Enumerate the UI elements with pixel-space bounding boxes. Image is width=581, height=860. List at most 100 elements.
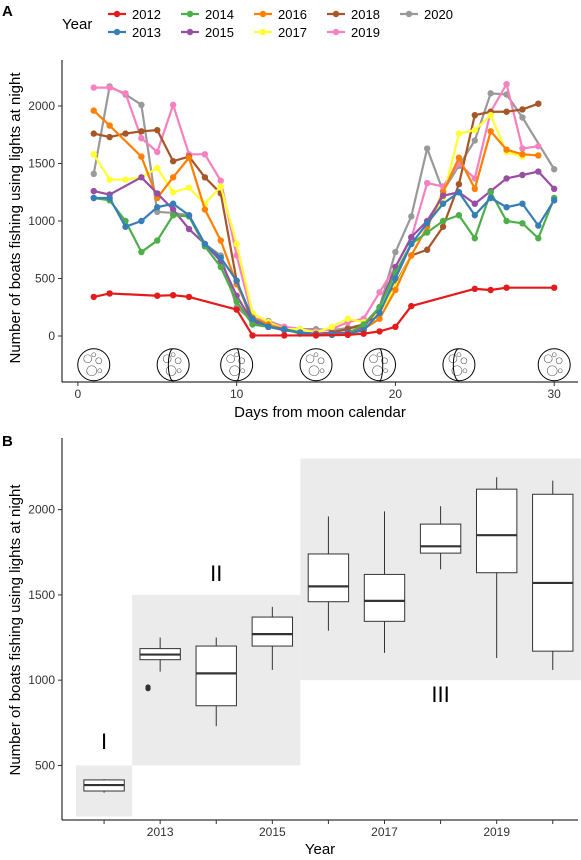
box-2018 [419, 506, 462, 570]
data-point-2013 [122, 223, 129, 230]
data-point-2012 [154, 292, 161, 299]
data-point-2020 [487, 90, 494, 97]
data-point-2013 [519, 200, 526, 207]
moon-disc [299, 348, 333, 382]
data-point-2017 [217, 183, 224, 190]
legend-label: 2016 [278, 7, 307, 22]
data-point-2013 [169, 200, 177, 207]
data-point-2020 [138, 101, 145, 109]
series-line-2019 [93, 83, 539, 333]
moon-crater [451, 365, 463, 377]
data-point-2014 [535, 235, 542, 242]
data-point-2019 [217, 177, 224, 184]
panel-b-x-tick-label: 2013 [147, 825, 174, 839]
data-point-2020 [471, 137, 478, 144]
data-point-2014 [249, 321, 256, 328]
moon-phase-icons [77, 348, 571, 382]
data-point-2013 [90, 194, 97, 202]
data-point-2016 [376, 315, 383, 322]
moon-disc [363, 348, 397, 382]
data-point-2012 [487, 286, 494, 294]
data-point-2019 [423, 179, 431, 187]
panel-b-x-tick-label: 2017 [371, 825, 398, 839]
moon-crater [176, 368, 182, 374]
legend-title: Year [62, 16, 92, 33]
panel-b-y-tick-label: 1500 [28, 588, 55, 602]
data-point-2016 [408, 252, 415, 259]
box-body [195, 645, 237, 707]
data-point-2012 [471, 285, 478, 293]
moon-crater [546, 365, 558, 377]
data-point-2012 [550, 284, 558, 291]
panel-b-y-axis-label: Number of boats fishing using lights at … [7, 484, 24, 776]
data-point-2018 [503, 108, 510, 115]
moon-crater [555, 357, 563, 365]
data-point-2019 [90, 84, 97, 91]
data-point-2018 [169, 158, 177, 165]
panel-a-x-tick-label: 0 [75, 387, 82, 401]
box-2017 [363, 511, 406, 653]
data-point-2016 [487, 128, 494, 135]
series-line-2012 [93, 286, 555, 337]
period-group-label: II [210, 561, 222, 586]
data-point-2012 [503, 284, 510, 291]
data-point-2014 [169, 212, 177, 219]
moon-phase-icon [363, 348, 397, 382]
data-point-2014 [503, 217, 510, 225]
legend-label: 2019 [351, 25, 380, 40]
panel-a-line-chart: 0 500 1000 1500 2000 0 10 20 30 Days from moon c… [7, 60, 578, 421]
data-point-2016 [90, 107, 97, 114]
data-point-2015 [138, 174, 145, 181]
data-point-2014 [138, 248, 145, 256]
data-point-2018 [106, 133, 113, 141]
legend-label: 2017 [278, 25, 307, 40]
data-point-2016 [106, 122, 113, 129]
panel-b-x-tick-label: 2015 [259, 825, 286, 839]
moon-crater [313, 352, 319, 358]
data-point-2013 [249, 315, 256, 322]
moon-disc [442, 348, 476, 382]
period-group-label: I [101, 729, 107, 754]
moon-crater [456, 352, 462, 358]
moon-phase-icon [299, 348, 333, 382]
data-point-2012 [90, 293, 97, 301]
data-point-2017 [487, 112, 494, 119]
data-point-2019 [169, 101, 177, 109]
data-point-2012 [185, 293, 193, 301]
data-point-2012 [106, 290, 113, 297]
panel-a-x-tick-label: 30 [548, 387, 562, 401]
legend-swatch-dot [332, 10, 340, 18]
data-point-2020 [408, 213, 415, 220]
data-point-2019 [503, 80, 510, 88]
data-point-2016 [455, 154, 463, 161]
panel-a-y-tick-label: 1000 [28, 214, 55, 228]
data-point-2017 [455, 130, 463, 137]
data-point-2013 [392, 275, 399, 282]
data-point-2014 [519, 220, 526, 227]
moon-disc [537, 348, 571, 382]
data-point-2013 [233, 277, 240, 284]
data-point-2013 [471, 212, 478, 219]
data-point-2014 [217, 263, 224, 271]
data-point-2020 [392, 248, 399, 256]
box-2012 [83, 779, 125, 793]
moon-terminator [167, 348, 174, 382]
data-point-2018 [519, 106, 526, 113]
moon-crater [317, 357, 325, 365]
data-point-2017 [185, 184, 193, 191]
data-point-2012 [392, 323, 399, 330]
data-point-2019 [106, 84, 113, 91]
data-point-2015 [550, 185, 558, 192]
panel-b-axes: 500 1000 1500 2000 2013 2015 2017 2019 [28, 438, 578, 839]
legend-item-2012: 2012 [108, 7, 161, 22]
data-point-2016 [185, 154, 193, 161]
moon-disc [77, 348, 111, 382]
data-point-2017 [471, 126, 478, 134]
legend-swatch-dot [259, 10, 267, 18]
legend-swatch-dot [186, 28, 194, 36]
data-point-2016 [138, 153, 145, 160]
data-point-2017 [154, 164, 161, 172]
legend-label: 2013 [132, 25, 161, 40]
moon-crater [305, 354, 315, 364]
moon-crater [226, 354, 235, 364]
